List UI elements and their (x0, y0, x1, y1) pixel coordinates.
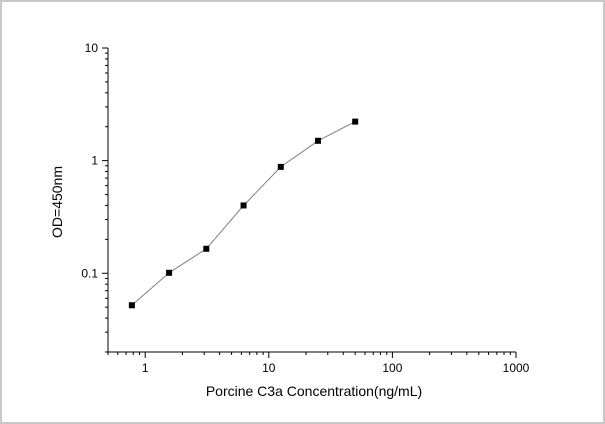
axes (107, 48, 516, 353)
data-point (240, 202, 247, 209)
y-tick-label: 0.1 (81, 266, 98, 280)
data-point (314, 137, 321, 144)
x-tick-label: 100 (382, 361, 402, 375)
x-tick-label: 1000 (503, 361, 530, 375)
plot-area (128, 118, 359, 309)
ticks: 1 10 100 1000 0.1 1 10 (81, 41, 529, 375)
data-point (277, 163, 284, 170)
y-tick-label: 10 (85, 41, 99, 55)
y-tick-label: 1 (91, 154, 98, 168)
data-point (166, 269, 173, 276)
x-axis-label: Porcine C3a Concentration(ng/mL) (206, 383, 422, 399)
x-tick-label: 10 (262, 361, 276, 375)
data-point (128, 302, 135, 309)
x-tick-label: 1 (142, 361, 149, 375)
data-point (203, 245, 210, 252)
data-point (352, 118, 359, 125)
series-line (131, 121, 356, 306)
y-axis-label: OD=450nm (49, 166, 65, 238)
